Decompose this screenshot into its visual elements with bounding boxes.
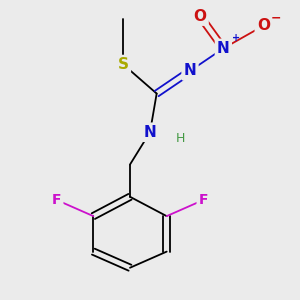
Text: H: H bbox=[175, 132, 185, 145]
Text: O: O bbox=[194, 9, 206, 24]
Text: F: F bbox=[199, 193, 208, 207]
Text: N: N bbox=[217, 41, 230, 56]
Text: −: − bbox=[271, 11, 281, 24]
Text: +: + bbox=[232, 33, 240, 43]
Text: N: N bbox=[184, 64, 196, 79]
Text: O: O bbox=[257, 18, 270, 33]
Text: F: F bbox=[52, 193, 62, 207]
Text: S: S bbox=[118, 57, 129, 72]
Text: N: N bbox=[144, 125, 156, 140]
